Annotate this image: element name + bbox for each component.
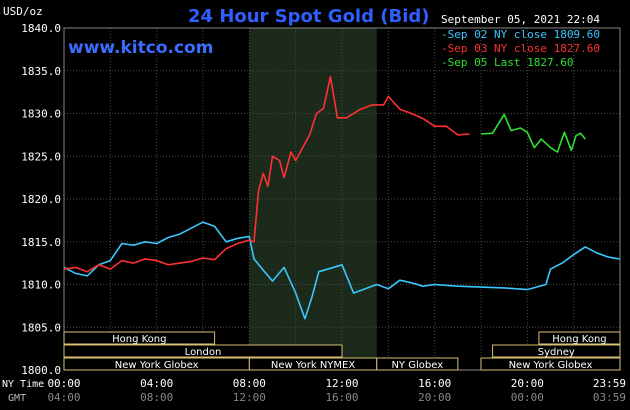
ny-time-label: NY Time: [2, 379, 44, 390]
x-tick-label-ny: 00:00: [47, 377, 80, 390]
legend-item-sep03: -Sep 03 NY close 1827.60: [441, 42, 600, 55]
series-line-1: [63, 75, 470, 273]
gmt-label: GMT: [8, 393, 26, 404]
x-tick-label-ny: 20:00: [511, 377, 544, 390]
chart-title: 24 Hour Spot Gold (Bid): [188, 6, 430, 27]
x-tick-label-gmt: 12:00: [233, 391, 266, 404]
legend-label-sep02: Sep 02 NY close 1809.60: [447, 28, 600, 41]
y-tick-label: 1810.0: [21, 279, 61, 292]
legend-item-sep02: -Sep 02 NY close 1809.60: [441, 28, 600, 41]
session-label: New York Globex: [509, 360, 593, 371]
legend-label-sep05: Sep 05 Last 1827.60: [447, 56, 574, 69]
session-label: London: [185, 347, 222, 358]
x-tick-label-ny: 12:00: [325, 377, 358, 390]
x-tick-label-gmt: 20:00: [418, 391, 451, 404]
session-label: NY Globex: [391, 360, 443, 371]
legend: -Sep 02 NY close 1809.60 -Sep 03 NY clos…: [441, 28, 600, 70]
x-tick-label-gmt: 04:00: [47, 391, 80, 404]
session-label: Sydney: [538, 347, 575, 358]
x-tick-label-ny: 23:59: [593, 377, 626, 390]
session-bar: [480, 357, 621, 371]
x-tick-label-gmt: 00:00: [511, 391, 544, 404]
session-label: Hong Kong: [112, 334, 166, 345]
session-label: Hong Kong: [552, 334, 606, 345]
y-tick-label: 1820.0: [21, 193, 61, 206]
y-tick-label: 1800.0: [21, 364, 61, 377]
x-tick-label-gmt: 08:00: [140, 391, 173, 404]
session-bar: [376, 357, 459, 371]
x-tick-label-ny: 08:00: [233, 377, 266, 390]
legend-item-sep05: -Sep 05 Last 1827.60: [441, 56, 574, 69]
y-tick-label: 1825.0: [21, 150, 61, 163]
series-line-0: [63, 221, 620, 320]
session-bar: [538, 331, 621, 345]
session-bar: [492, 344, 621, 358]
series-line-2: [480, 113, 586, 153]
session-label: New York Globex: [115, 360, 199, 371]
y-tick-label: 1840.0: [21, 22, 61, 35]
session-label: New York NYMEX: [271, 360, 356, 371]
timestamp: September 05, 2021 22:04: [441, 13, 600, 26]
y-tick-label: 1815.0: [21, 236, 61, 249]
x-tick-label-gmt: 16:00: [325, 391, 358, 404]
y-tick-label: 1830.0: [21, 108, 61, 121]
x-tick-label-ny: 04:00: [140, 377, 173, 390]
session-bar: [63, 331, 216, 345]
y-unit-label: USD/oz: [3, 5, 43, 18]
y-tick-label: 1805.0: [21, 321, 61, 334]
x-tick-label-ny: 16:00: [418, 377, 451, 390]
x-tick-label-gmt: 03:59: [593, 391, 626, 404]
session-bar: [63, 344, 343, 358]
site-url: www.kitco.com: [68, 38, 214, 58]
legend-label-sep03: Sep 03 NY close 1827.60: [447, 42, 600, 55]
y-tick-label: 1835.0: [21, 65, 61, 78]
